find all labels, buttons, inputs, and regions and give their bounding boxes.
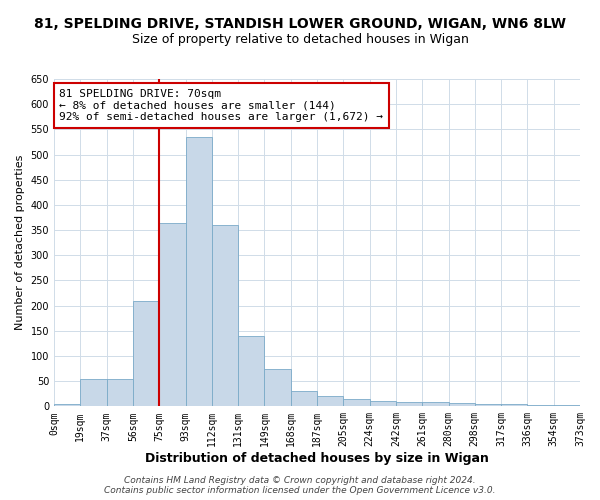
Bar [185, 137, 212, 406]
Y-axis label: Number of detached properties: Number of detached properties [15, 155, 25, 330]
Bar [343, 399, 370, 406]
Text: Contains HM Land Registry data © Crown copyright and database right 2024.
Contai: Contains HM Land Registry data © Crown c… [104, 476, 496, 495]
Text: 81 SPELDING DRIVE: 70sqm
← 8% of detached houses are smaller (144)
92% of semi-d: 81 SPELDING DRIVE: 70sqm ← 8% of detache… [59, 89, 383, 122]
Bar [212, 225, 238, 406]
Text: Size of property relative to detached houses in Wigan: Size of property relative to detached ho… [131, 32, 469, 46]
Bar [107, 378, 133, 406]
Bar [80, 378, 107, 406]
Bar [238, 336, 265, 406]
Bar [527, 405, 554, 406]
Bar [554, 405, 580, 406]
Bar [265, 368, 291, 406]
Bar [475, 404, 501, 406]
X-axis label: Distribution of detached houses by size in Wigan: Distribution of detached houses by size … [145, 452, 489, 465]
Bar [54, 404, 80, 406]
Text: 81, SPELDING DRIVE, STANDISH LOWER GROUND, WIGAN, WN6 8LW: 81, SPELDING DRIVE, STANDISH LOWER GROUN… [34, 18, 566, 32]
Bar [317, 396, 343, 406]
Bar [501, 404, 527, 406]
Bar [133, 300, 159, 406]
Bar [291, 391, 317, 406]
Bar [449, 404, 475, 406]
Bar [422, 402, 449, 406]
Bar [370, 402, 396, 406]
Bar [159, 222, 185, 406]
Bar [396, 402, 422, 406]
